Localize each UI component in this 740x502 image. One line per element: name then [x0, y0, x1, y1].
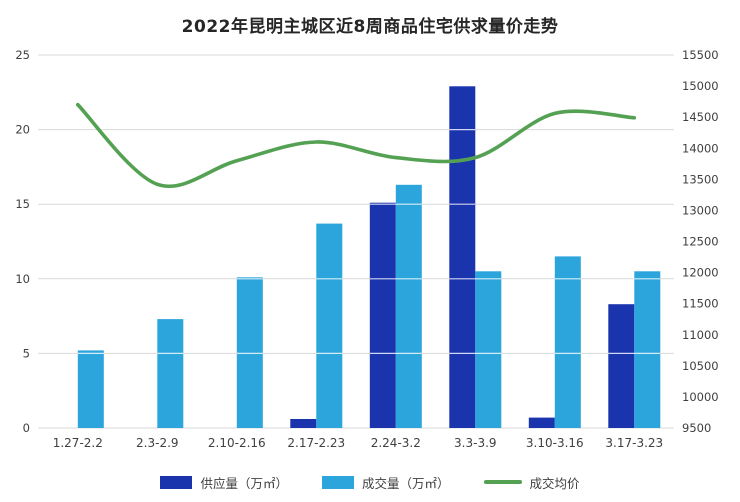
svg-text:13000: 13000	[682, 203, 719, 217]
svg-text:25: 25	[15, 48, 30, 62]
svg-text:1.27-2.2: 1.27-2.2	[53, 436, 103, 450]
svg-text:2.10-2.16: 2.10-2.16	[208, 436, 266, 450]
svg-text:2.24-3.2: 2.24-3.2	[371, 436, 421, 450]
legend-swatch-price-line	[483, 480, 522, 484]
svg-text:13500: 13500	[682, 172, 719, 186]
svg-text:3.3-3.9: 3.3-3.9	[454, 436, 497, 450]
svg-text:20: 20	[15, 123, 30, 137]
svg-text:0: 0	[23, 421, 30, 435]
svg-text:10500: 10500	[682, 359, 719, 373]
legend-label-volume: 成交量（万㎡）	[361, 475, 450, 491]
svg-text:9500: 9500	[682, 421, 711, 435]
svg-text:15500: 15500	[682, 48, 719, 62]
svg-text:10: 10	[15, 272, 30, 286]
legend-item-volume: 成交量（万㎡）	[321, 473, 450, 492]
svg-text:14000: 14000	[682, 141, 719, 155]
chart-title: 2022年昆明主城区近8周商品住宅供求量价走势	[181, 17, 559, 37]
svg-text:2.3-2.9: 2.3-2.9	[136, 436, 179, 450]
svg-text:12000: 12000	[682, 266, 719, 280]
svg-text:15000: 15000	[682, 79, 719, 93]
svg-text:11500: 11500	[682, 297, 719, 311]
svg-text:3.10-3.16: 3.10-3.16	[526, 436, 584, 450]
svg-text:3.17-3.23: 3.17-3.23	[605, 436, 663, 450]
svg-text:2.17-2.23: 2.17-2.23	[287, 436, 345, 450]
svg-text:15: 15	[15, 197, 30, 211]
legend-item-price: 成交均价	[483, 473, 580, 492]
legend-label-supply: 供应量（万㎡）	[200, 475, 288, 491]
chart-legend: 供应量（万㎡） 成交量（万㎡） 成交均价	[0, 454, 740, 502]
svg-text:12500: 12500	[682, 235, 719, 249]
chart-plot-area: 0 5 10 15 20 25 9500 10000 10500 11000 11500 12000 1…	[15, 48, 719, 450]
svg-text:5: 5	[23, 346, 30, 360]
svg-text:14500: 14500	[682, 110, 719, 124]
legend-swatch-volume-bar	[321, 475, 354, 489]
legend-label-price: 成交均价	[529, 475, 580, 491]
svg-text:10000: 10000	[682, 390, 719, 404]
legend-item-supply: 供应量（万㎡）	[160, 473, 288, 492]
legend-swatch-supply-bar	[160, 475, 193, 489]
svg-text:11000: 11000	[682, 328, 719, 342]
